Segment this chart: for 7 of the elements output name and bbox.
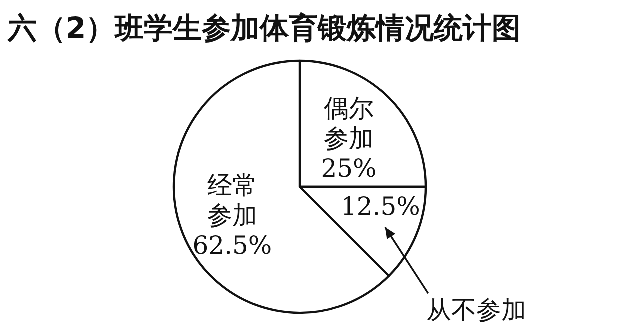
- data-label: 12.5%: [341, 192, 420, 221]
- slice-label: 从不参加: [426, 296, 526, 325]
- data-label: 25%: [321, 154, 377, 183]
- slice-label: 经常参加: [207, 170, 258, 230]
- chart-title: 六（2）班学生参加体育锻炼情况统计图: [7, 11, 522, 45]
- data-label: 62.5%: [192, 230, 272, 260]
- slice-label: 偶尔参加: [324, 94, 374, 153]
